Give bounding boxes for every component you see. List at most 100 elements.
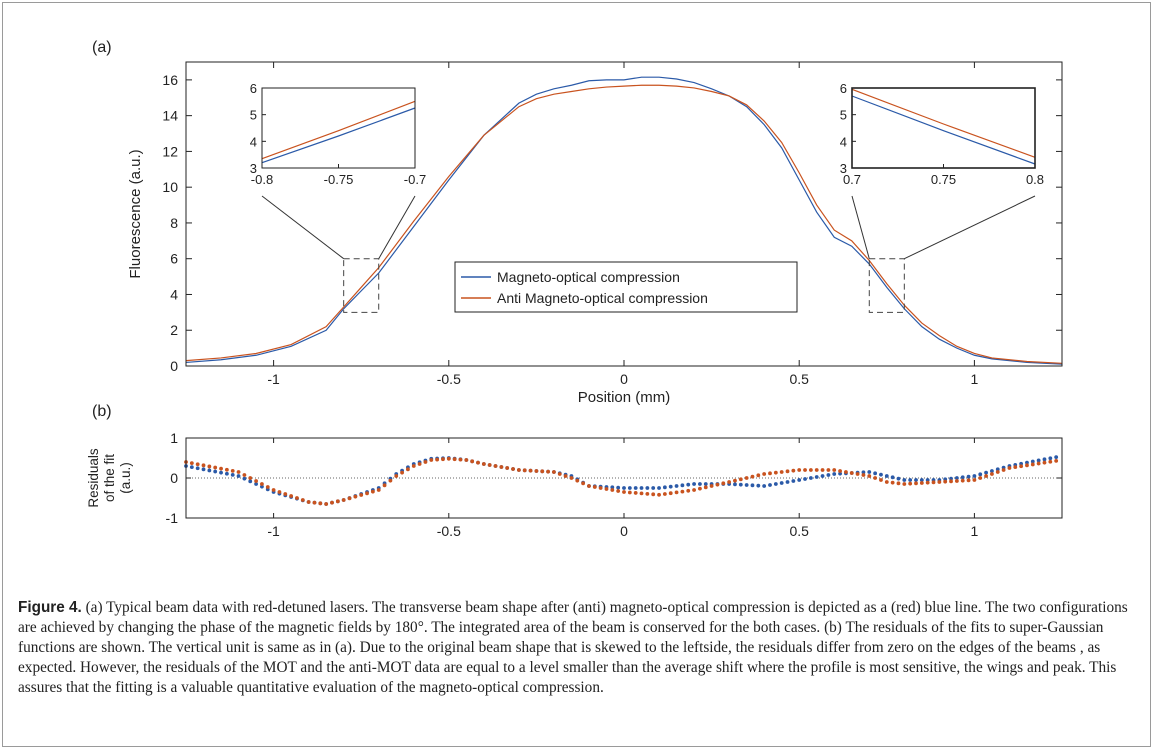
panel-b-data-point <box>867 470 872 474</box>
zoom-region-box <box>868 258 905 313</box>
inset-xtick-label: -0.8 <box>251 172 273 187</box>
panel-b-data-point <box>1025 460 1029 465</box>
panel-b-data-point <box>715 482 720 487</box>
panel-b-data-point <box>563 474 568 478</box>
panel-b-data-point <box>546 469 550 474</box>
inset-xtick-label: -0.75 <box>324 172 354 187</box>
inset-xtick-label: 0.7 <box>843 172 861 187</box>
figure-plots: -1 -0.5 0 0.5 1 0 2 4 6 8 10 12 14 16 Position (mm) Flu… <box>86 39 1063 539</box>
panel-b-ytick-label: -1 <box>166 510 179 526</box>
panel-b-data-point <box>441 457 445 462</box>
panel-b-data-point <box>1042 457 1047 462</box>
zoom-connector-line <box>261 195 344 260</box>
panel-b-data-point <box>808 468 813 472</box>
panel-b-data-point <box>189 461 194 466</box>
panel-b-data-point <box>908 481 913 486</box>
panel-b-data-point <box>861 473 866 477</box>
panel-b-data-point <box>505 466 510 470</box>
panel-b-data-point <box>914 481 918 486</box>
panel-b-data-point <box>960 478 965 483</box>
inset-xtick-label: 0.8 <box>1026 172 1044 187</box>
panel-b-data-point <box>954 479 959 483</box>
panel-b-data-point <box>896 481 901 486</box>
panel-b-data-point <box>773 470 778 475</box>
panel-b-axes-box <box>185 437 1063 519</box>
panel-b-data-point <box>458 457 463 462</box>
panel-b-data-point <box>587 484 591 488</box>
panel-b-data-point <box>534 469 539 473</box>
panel-b-data-point <box>680 483 685 488</box>
inset-series-line-0 <box>851 95 1036 165</box>
panel-b-data-point <box>295 496 299 500</box>
panel-b-data-point <box>902 482 907 486</box>
inset-series-line-1 <box>851 88 1036 158</box>
panel-b-data-point <box>662 485 667 490</box>
panel-b-data-point <box>388 478 393 483</box>
panel-b-data-point <box>365 491 369 496</box>
panel-b-data-point <box>236 470 241 474</box>
panel-b-data-point <box>575 478 580 483</box>
inset-ytick-label: 4 <box>840 134 847 149</box>
panel-b-data-point <box>598 486 603 490</box>
panel-b-data-point <box>627 486 632 490</box>
panel-b-data-point <box>791 468 796 473</box>
panel-b-data-point <box>289 494 294 498</box>
panel-a-axes-box <box>185 61 1063 367</box>
panel-b-data-point <box>330 500 334 505</box>
panel-b-data-point <box>668 484 673 489</box>
inset-series-line-1 <box>261 100 416 160</box>
panel-b-data-point <box>779 470 784 474</box>
panel-b-data-point <box>627 490 632 495</box>
panel-b-data-point <box>785 480 790 484</box>
panel-b-data-point <box>476 460 480 465</box>
panel-a-ytick-label: 8 <box>170 215 178 231</box>
panel-b-data-point <box>838 469 842 473</box>
panel-b-data-point <box>260 482 264 486</box>
panel-b-data-point <box>791 479 796 483</box>
panel-b-data-point <box>756 473 761 478</box>
panel-b-data-point <box>995 470 1000 474</box>
panel-a-xtick-label: -0.5 <box>437 371 461 387</box>
panel-b-data-point <box>995 467 1000 472</box>
panel-b-data-point <box>189 465 194 470</box>
panel-b-ylabel-line: of the fit <box>102 454 117 502</box>
panel-b-data-point <box>219 470 223 475</box>
panel-b-data-point <box>487 463 492 467</box>
legend-entry: Anti Magneto-optical compression <box>497 290 708 306</box>
panel-a-xlabel: Position (mm) <box>578 389 671 406</box>
panel-b-data-point <box>662 492 667 496</box>
panel-b-data-point <box>610 485 615 490</box>
panel-b-data-point <box>592 485 597 489</box>
panel-b-data-point <box>773 482 778 486</box>
inset-ytick-label: 3 <box>840 161 847 176</box>
panel-b-data-point <box>230 472 235 477</box>
panel-b-data-point <box>960 475 965 480</box>
panel-b-data-point <box>616 489 621 493</box>
panel-b-data-point <box>394 474 399 478</box>
inset-ytick-label: 4 <box>250 134 257 149</box>
panel-b-data-point <box>686 488 691 493</box>
panel-b-data-point <box>622 486 626 490</box>
panel-a-ytick-label: 4 <box>170 286 178 302</box>
panel-b-data-point <box>1036 461 1041 466</box>
panel-b-data-point <box>954 476 959 480</box>
panel-b-data-point <box>248 479 253 484</box>
inset-axes-box <box>851 87 1036 169</box>
panel-b-data-point <box>820 468 825 472</box>
panel-b-data-point <box>949 479 953 484</box>
panel-b-data-point <box>569 476 574 480</box>
panel-b-data-point <box>750 483 755 488</box>
panel-b-data-point <box>452 457 457 462</box>
panel-b-data-point <box>978 472 983 477</box>
panel-b-data-point <box>832 468 837 472</box>
panel-b-data-point <box>207 468 212 473</box>
panel-b-data-point <box>213 469 218 474</box>
panel-b-data-point <box>814 475 819 479</box>
panel-b-data-point <box>808 476 813 480</box>
panel-b-data-point <box>890 475 895 480</box>
panel-b-data-point <box>1013 465 1018 470</box>
inset-background <box>262 88 415 168</box>
panel-b-data-point <box>803 477 807 481</box>
panel-b-data-point <box>1007 466 1012 470</box>
panel-b-data-point <box>376 488 381 492</box>
